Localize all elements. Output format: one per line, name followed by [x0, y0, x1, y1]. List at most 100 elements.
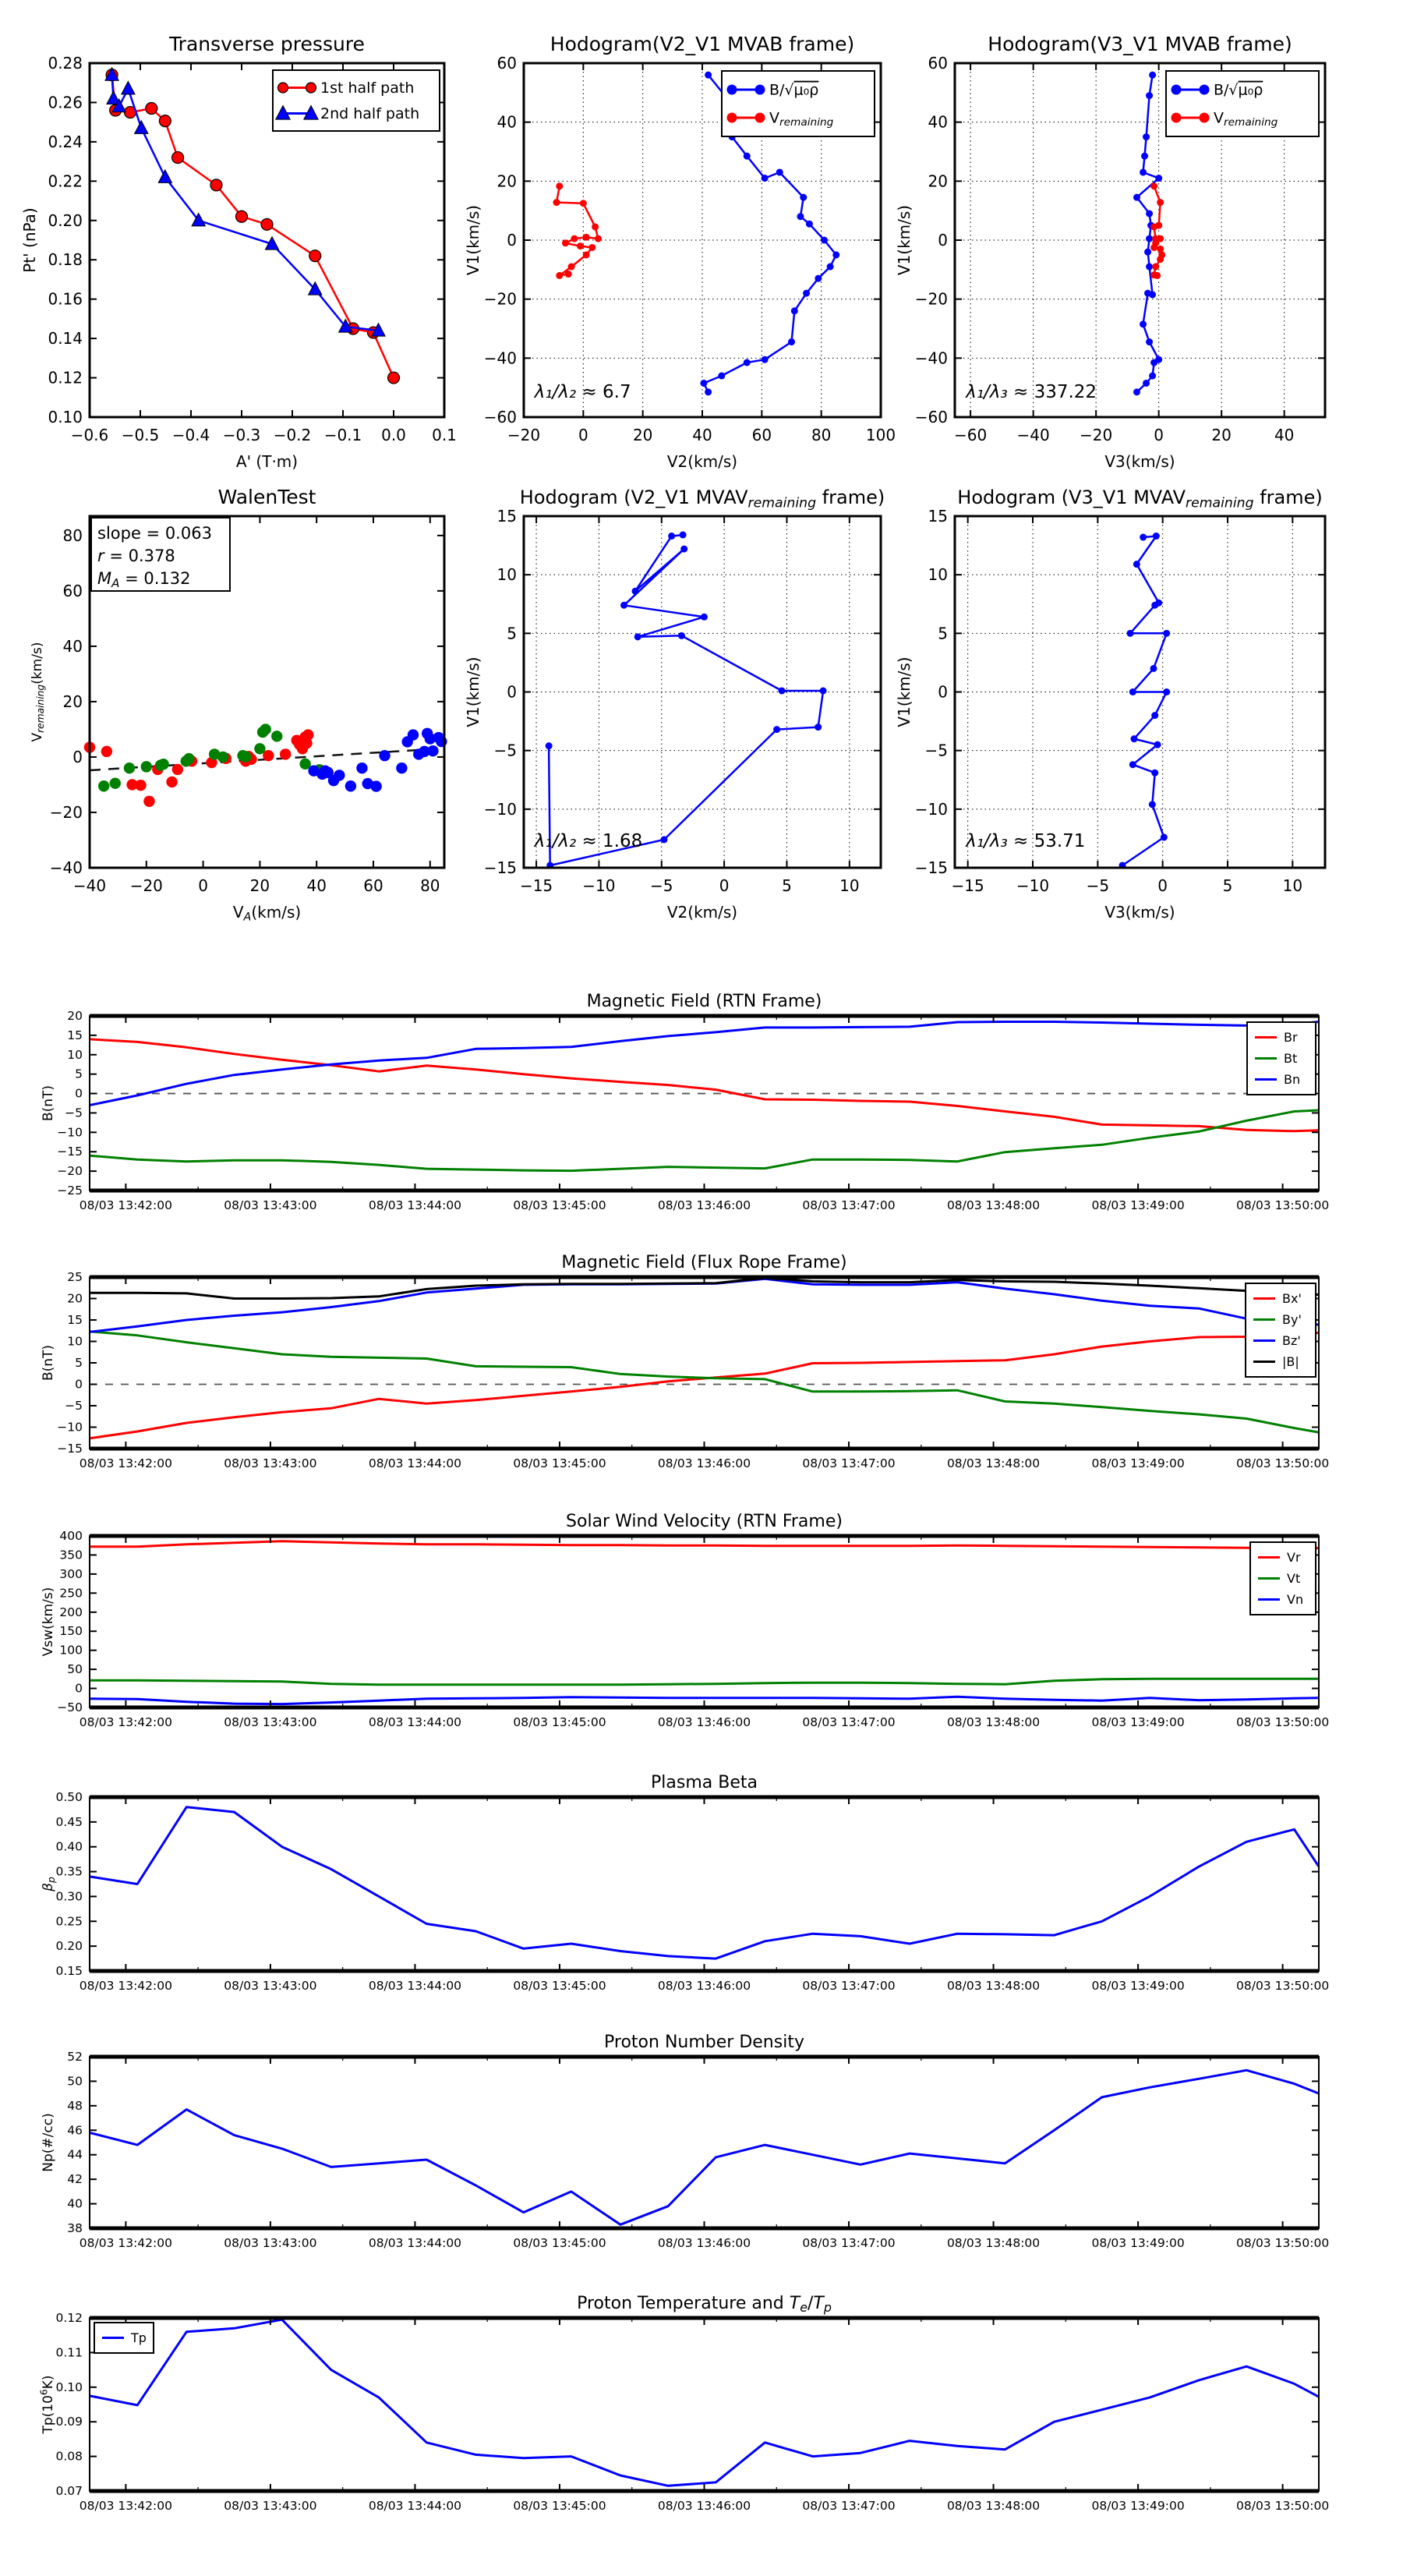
lambda-ratio-annotation: λ₁/λ₃ ≈ 337.22	[964, 382, 1097, 402]
dot-marker	[1146, 235, 1154, 242]
dot-marker	[577, 242, 585, 250]
y-tick-label: 20	[928, 172, 948, 190]
series-Br	[89, 1038, 1320, 1133]
dot-marker	[668, 533, 676, 540]
axes-frame	[89, 1276, 1320, 1449]
triangle-marker	[111, 98, 127, 113]
circle-marker	[235, 210, 249, 223]
triangle-marker	[106, 90, 122, 105]
dot-marker	[379, 749, 391, 762]
axes-frame	[89, 1796, 1320, 1972]
dot-marker	[1148, 801, 1156, 809]
y-axis-label: βp	[41, 1877, 57, 1892]
x-tick-label: 0.1	[432, 426, 457, 444]
x-tick-label: 08/03 13:43:00	[224, 1715, 316, 1729]
y-tick-label: 20	[67, 1292, 83, 1306]
y-tick-label: 48	[67, 2099, 83, 2113]
dot-marker	[217, 751, 229, 763]
x-tick-label: 08/03 13:47:00	[802, 1715, 895, 1729]
dot-marker	[1171, 112, 1182, 123]
x-axis-label: V2(km/s)	[667, 452, 737, 471]
x-tick-label: −40	[73, 876, 106, 895]
x-axis-label: V2(km/s)	[667, 903, 737, 922]
dot-marker	[1141, 152, 1149, 160]
y-tick-label: 0.40	[55, 1840, 83, 1854]
circle-marker	[171, 150, 185, 165]
x-tick-label: 0	[198, 876, 208, 895]
y-tick-label: 0.07	[55, 2484, 83, 2498]
dot-marker	[832, 251, 840, 259]
dot-marker	[1143, 379, 1150, 387]
x-tick-label: 08/03 13:45:00	[513, 1456, 606, 1470]
x-tick-label: −5	[650, 876, 673, 895]
dot-marker	[1199, 112, 1210, 123]
dot-marker	[299, 758, 311, 770]
x-tick-label: 08/03 13:46:00	[658, 1979, 751, 1993]
dot-marker	[419, 745, 430, 758]
x-tick-label: 08/03 13:45:00	[513, 1715, 606, 1729]
y-tick-label: −5	[65, 1106, 83, 1120]
x-tick-label: −0.5	[122, 426, 160, 444]
dot-marker	[1150, 664, 1157, 672]
y-tick-label: 100	[59, 1644, 83, 1658]
dot-marker	[183, 752, 195, 765]
panel-title: Hodogram (V3_V1 MVAVremaining frame)	[957, 487, 1322, 511]
panel-plasma-beta: 08/03 13:42:00 08/03 13:43:00 08/03 13:44:…	[41, 1773, 1329, 1993]
y-tick-label: 5	[938, 624, 948, 642]
y-tick-label: 5	[507, 624, 517, 642]
y-tick-label: 400	[59, 1529, 83, 1543]
x-tick-label: −15	[952, 876, 984, 895]
y-tick-label: 10	[928, 565, 948, 584]
dot-marker	[819, 687, 827, 695]
x-tick-label: 08/03 13:44:00	[369, 1715, 461, 1729]
dot-marker	[1149, 372, 1157, 380]
panel-title: Magnetic Field (Flux Rope Frame)	[561, 1253, 846, 1272]
dot-marker	[776, 168, 783, 176]
y-tick-label: 0.25	[55, 1914, 83, 1928]
dot-marker	[1157, 199, 1164, 207]
x-axis-label: V3(km/s)	[1104, 903, 1175, 922]
dot-marker	[1150, 223, 1158, 231]
legend-label: Bn	[1284, 1072, 1300, 1087]
y-tick-label: 40	[63, 637, 83, 656]
y-tick-label: 0.26	[48, 93, 83, 111]
y-tick-label: −40	[915, 349, 948, 367]
dot-marker	[1140, 320, 1147, 328]
dot-marker	[279, 748, 292, 760]
y-tick-label: 5	[75, 1067, 83, 1081]
y-tick-label: −15	[57, 1442, 83, 1456]
legend-label: 1st half path	[320, 80, 414, 97]
dot-marker	[1143, 133, 1150, 141]
triangle-marker	[133, 119, 149, 134]
x-tick-label: 08/03 13:45:00	[513, 2499, 606, 2513]
x-tick-label: 08/03 13:49:00	[1091, 1979, 1184, 1993]
y-tick-label: 20	[63, 692, 83, 711]
dot-marker	[592, 223, 599, 231]
y-tick-label: 0.10	[48, 408, 83, 426]
dot-marker	[755, 112, 765, 123]
dot-marker	[1157, 235, 1164, 242]
dot-marker	[1163, 629, 1171, 637]
x-tick-label: 08/03 13:47:00	[802, 2236, 895, 2250]
dot-marker	[1152, 533, 1160, 540]
dot-marker	[700, 613, 708, 621]
dot-marker	[567, 263, 575, 271]
series-beta-p	[89, 1806, 1320, 1960]
x-tick-label: 0	[1157, 876, 1168, 895]
y-tick-label: 25	[67, 1270, 83, 1284]
y-tick-label: 60	[63, 582, 83, 600]
y-axis-label: B(nT)	[41, 1085, 56, 1121]
dot-marker	[1154, 741, 1161, 748]
axes-frame	[88, 62, 446, 419]
x-tick-label: 08/03 13:44:00	[369, 1979, 461, 1993]
y-tick-label: 80	[63, 526, 83, 545]
series-|B|	[90, 1276, 1320, 1300]
x-tick-label: 08/03 13:47:00	[802, 1198, 895, 1212]
dot-marker	[718, 372, 726, 380]
y-tick-label: 60	[928, 54, 948, 73]
panel-magnetic-field-flux-rope: 08/03 13:42:00 08/03 13:43:00 08/03 13:44:…	[41, 1253, 1329, 1470]
axes-frame	[89, 1015, 1320, 1191]
dot-marker	[561, 239, 569, 247]
dot-marker	[582, 251, 590, 259]
dot-marker	[556, 182, 564, 190]
